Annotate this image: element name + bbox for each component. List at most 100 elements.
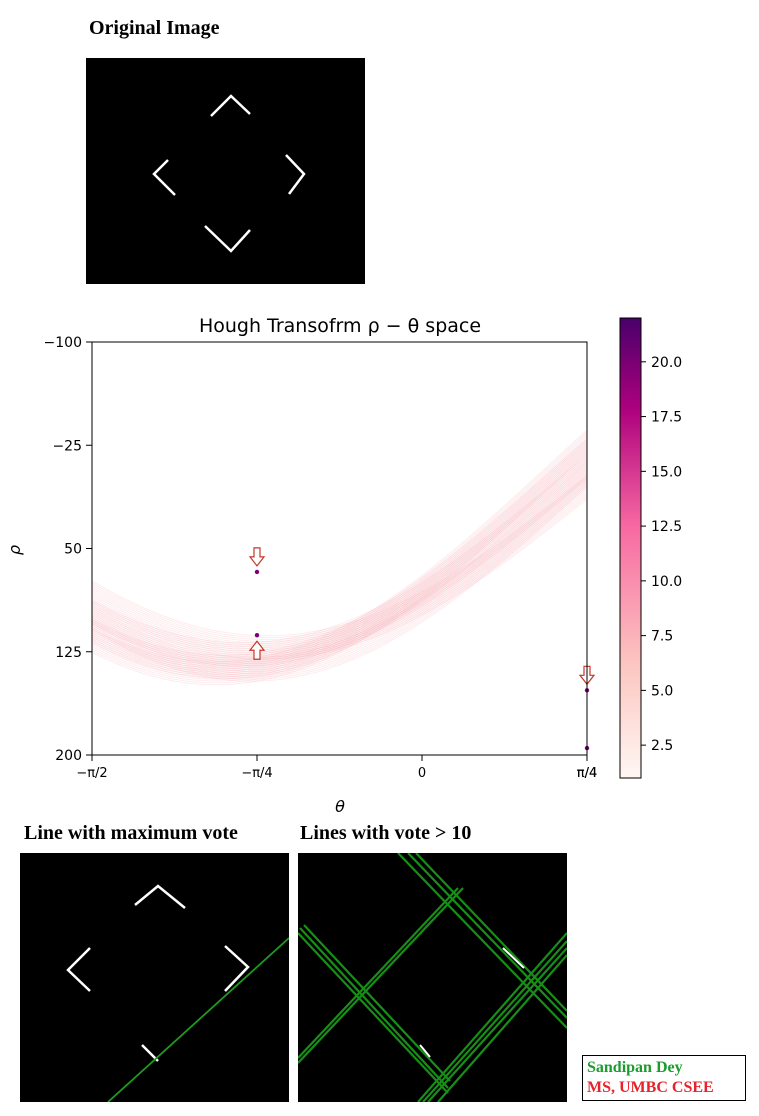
vote-threshold-title: Lines with vote > 10: [300, 822, 472, 844]
curve-3-9: [92, 446, 587, 680]
y-axis-label: ρ: [5, 545, 24, 555]
colorbar-tick-label-3: 10.0: [651, 574, 682, 590]
curve-3-10: [92, 448, 587, 682]
curve-1-10: [92, 474, 587, 663]
curve-4-6: [92, 486, 587, 648]
plot-area: [92, 342, 587, 755]
curve-3-11: [92, 450, 587, 684]
threshold-line-4: [397, 853, 567, 1029]
peak-0: [254, 569, 260, 575]
colorbar-tick-label-6: 17.5: [651, 410, 682, 426]
colorbar-tick-label-4: 12.5: [651, 519, 682, 535]
curve-4-8: [92, 490, 587, 652]
threshold-line-9: [427, 947, 567, 1102]
curve-2-8: [92, 453, 587, 672]
x-tick-label-1: −π/4: [241, 766, 272, 781]
edge-bottom: [204, 225, 251, 253]
max-edge-left: [66, 947, 91, 992]
curve-3-5: [92, 439, 587, 672]
curve-4-1: [92, 477, 587, 639]
edge-left: [152, 159, 176, 196]
curve-3-3: [92, 435, 587, 669]
author-affiliation: MS, UMBC CSEE: [587, 1079, 714, 1096]
curve-1-5: [92, 464, 587, 653]
curve-2-9: [92, 455, 587, 674]
vote-threshold-background: [298, 853, 567, 1102]
curve-0-4: [92, 470, 587, 667]
max-vote-title: Line with maximum vote: [24, 822, 238, 844]
curve-0-0: [92, 462, 587, 659]
curve-3-7: [92, 442, 587, 676]
hough-curves: [92, 429, 587, 686]
edge-top: [210, 94, 251, 117]
author-signature: Sandipan Dey MS, UMBC CSEE: [582, 1055, 746, 1101]
colorbar-tick-label-1: 5.0: [651, 683, 673, 699]
hough-chart: Hough Transofrm ρ − θ space −100 −25 50 125…: [5, 315, 682, 815]
x-tick-label-3: π/4: [577, 766, 597, 781]
curve-0-1: [92, 464, 587, 661]
colorbar-tick-label-7: 20.0: [651, 355, 682, 371]
curve-1-4: [92, 462, 587, 651]
curve-0-10: [92, 481, 587, 678]
original-image-title: Original Image: [89, 17, 220, 39]
threshold-edge-right: [502, 947, 525, 969]
y-tick-label-2: 50: [64, 542, 82, 558]
curve-4-10: [92, 494, 587, 656]
curve-3-2: [92, 433, 587, 666]
peak-1: [254, 633, 260, 638]
curve-2-3: [92, 444, 587, 662]
curve-0-9: [92, 479, 587, 676]
colorbar-tick-label-5: 15.0: [651, 464, 682, 480]
x-tick-label-2: 0: [418, 766, 426, 781]
curve-2-11: [92, 459, 587, 677]
curve-2-2: [92, 442, 587, 660]
curve-2-6: [92, 449, 587, 668]
threshold-line-3: [303, 924, 451, 1082]
curve-1-3: [92, 460, 587, 650]
curve-1-8: [92, 470, 587, 659]
x-axis-label: θ: [335, 797, 345, 815]
threshold-line-10: [422, 940, 567, 1102]
threshold-line-8: [298, 887, 459, 1059]
curve-2-12: [92, 461, 587, 680]
curve-3-0: [92, 429, 587, 663]
peak-arrow-1: [248, 640, 266, 660]
colorbar-tick-label-0: 2.5: [651, 738, 673, 754]
threshold-line-11: [437, 954, 567, 1102]
curve-1-0: [92, 454, 587, 644]
curve-4-11: [92, 496, 587, 658]
threshold-edges: [419, 947, 525, 1058]
curve-0-3: [92, 468, 587, 665]
curve-4-12: [92, 498, 587, 660]
curve-0-12: [92, 485, 587, 682]
curve-3-8: [92, 444, 587, 678]
curve-4-9: [92, 492, 587, 654]
curve-4-0: [92, 475, 587, 637]
threshold-line-12: [417, 932, 567, 1102]
curve-2-10: [92, 457, 587, 676]
curve-2-5: [92, 447, 587, 666]
threshold-line-1: [298, 932, 449, 1094]
curve-0-6: [92, 474, 587, 670]
y-tick-label-3: 125: [55, 645, 82, 661]
colorbar: [619, 317, 642, 779]
curve-2-7: [92, 451, 587, 670]
threshold-line-2: [299, 927, 449, 1089]
threshold-lines: [298, 853, 567, 1102]
max-vote-line: [107, 937, 289, 1102]
chart-title: Hough Transofrm ρ − θ space: [199, 315, 481, 337]
original-image-background: [86, 58, 365, 284]
y-tick-label-0: −100: [44, 335, 82, 351]
y-tick-label-1: −25: [52, 438, 82, 454]
curve-1-2: [92, 458, 587, 648]
curve-3-1: [92, 431, 587, 665]
max-edge-right: [224, 945, 250, 992]
curve-0-5: [92, 472, 587, 669]
x-axis: −π/2 −π/4 0 π/4π/4: [76, 755, 597, 781]
curve-1-11: [92, 475, 587, 665]
curve-4-5: [92, 484, 587, 646]
threshold-line-5: [407, 853, 567, 1019]
curve-0-8: [92, 478, 587, 674]
curve-1-7: [92, 468, 587, 657]
y-axis: −100 −25 50 125 200: [44, 335, 92, 764]
